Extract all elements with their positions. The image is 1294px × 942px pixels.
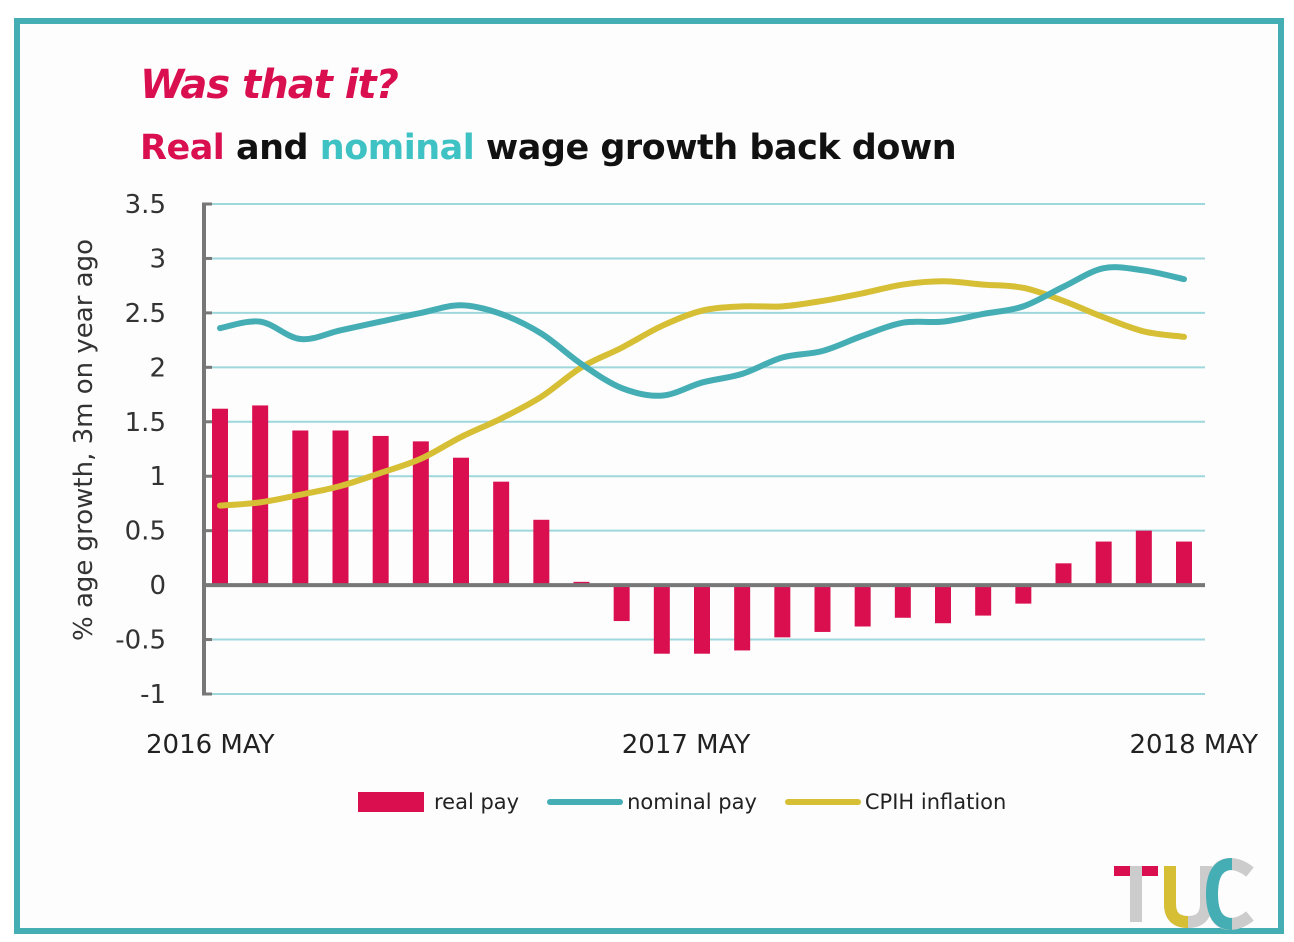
subtitle-rest: wage growth back down: [474, 128, 957, 168]
legend-label-nominal-pay: nominal pay: [627, 790, 757, 814]
y-axis-label: % age growth, 3m on year ago: [69, 239, 99, 641]
real-pay-bar: [533, 519, 550, 586]
y-tick-label: 1: [149, 462, 166, 492]
legend-label-real-pay: real pay: [434, 790, 520, 814]
legend: real pay nominal pay CPIH inflation: [358, 790, 1034, 814]
real-pay-bar: [653, 585, 670, 654]
axes: [202, 202, 1205, 696]
y-tick-label: 3: [149, 244, 166, 274]
subtitle-and: and: [224, 128, 320, 168]
real-pay-bar: [854, 585, 871, 627]
y-tick-label: 2: [149, 353, 166, 383]
real-pay-bar: [935, 585, 951, 624]
legend-swatch-cpih: [784, 799, 861, 805]
legend-label-cpih: CPIH inflation: [864, 790, 1007, 814]
real-pay-bar: [372, 435, 389, 586]
real-pay-bars: [212, 405, 1192, 654]
real-pay-bar: [252, 405, 269, 586]
nominal-pay-line: [217, 264, 1187, 399]
legend-item-cpih: CPIH inflation: [784, 790, 1007, 814]
real-pay-bar: [1176, 541, 1192, 586]
real-pay-bar: [453, 457, 469, 586]
real-pay-bar: [894, 585, 911, 618]
real-pay-bar: [332, 430, 349, 586]
y-tick-label: 1.5: [125, 408, 166, 438]
real-pay-bar: [212, 408, 228, 586]
tuc-logo-icon: [1114, 857, 1254, 931]
chart-title: Was that it?: [140, 62, 399, 108]
x-tick-label: 2018 MAY: [1129, 730, 1258, 760]
real-pay-bar: [774, 585, 791, 638]
real-pay-bar: [975, 585, 992, 616]
chart-subtitle: Real and nominal wage growth back down: [140, 128, 957, 168]
real-pay-bar: [1095, 541, 1112, 586]
y-tick-label: 3.5: [125, 190, 166, 220]
x-tick-label: 2016 MAY: [146, 730, 275, 760]
subtitle-real: Real: [140, 128, 225, 168]
real-pay-bar: [613, 585, 630, 622]
legend-item-real-pay: real pay: [358, 790, 519, 814]
legend-swatch-real-pay: [358, 792, 424, 812]
legend-swatch-nominal-pay: [547, 799, 624, 805]
real-pay-bar: [1015, 585, 1032, 604]
real-pay-bar: [734, 585, 751, 651]
y-tick-label: 2.5: [125, 299, 166, 329]
real-pay-bar: [493, 481, 510, 586]
x-tick-label: 2017 MAY: [622, 730, 751, 760]
x-tick-labels: 2016 MAY 2017 MAY 2018 MAY: [146, 730, 1258, 760]
legend-item-nominal-pay: nominal pay: [547, 790, 757, 814]
y-tick-label: -1: [140, 680, 166, 710]
y-tick-labels: 3.5 3 2.5 2 1.5 1 0.5 0 -0.5 -1: [115, 190, 166, 710]
y-tick-label: -0.5: [115, 626, 166, 656]
real-pay-bar: [412, 441, 429, 586]
subtitle-nominal: nominal: [319, 128, 475, 168]
real-pay-bar: [694, 585, 710, 654]
real-pay-bar: [1055, 563, 1072, 586]
real-pay-bar: [292, 430, 309, 586]
line-series: [217, 264, 1187, 509]
real-pay-bar: [814, 585, 831, 632]
y-tick-label: 0.5: [125, 517, 166, 547]
y-tick-label: 0: [149, 571, 166, 601]
cpih-inflation-line: [217, 278, 1187, 509]
real-pay-bar: [1135, 530, 1152, 586]
